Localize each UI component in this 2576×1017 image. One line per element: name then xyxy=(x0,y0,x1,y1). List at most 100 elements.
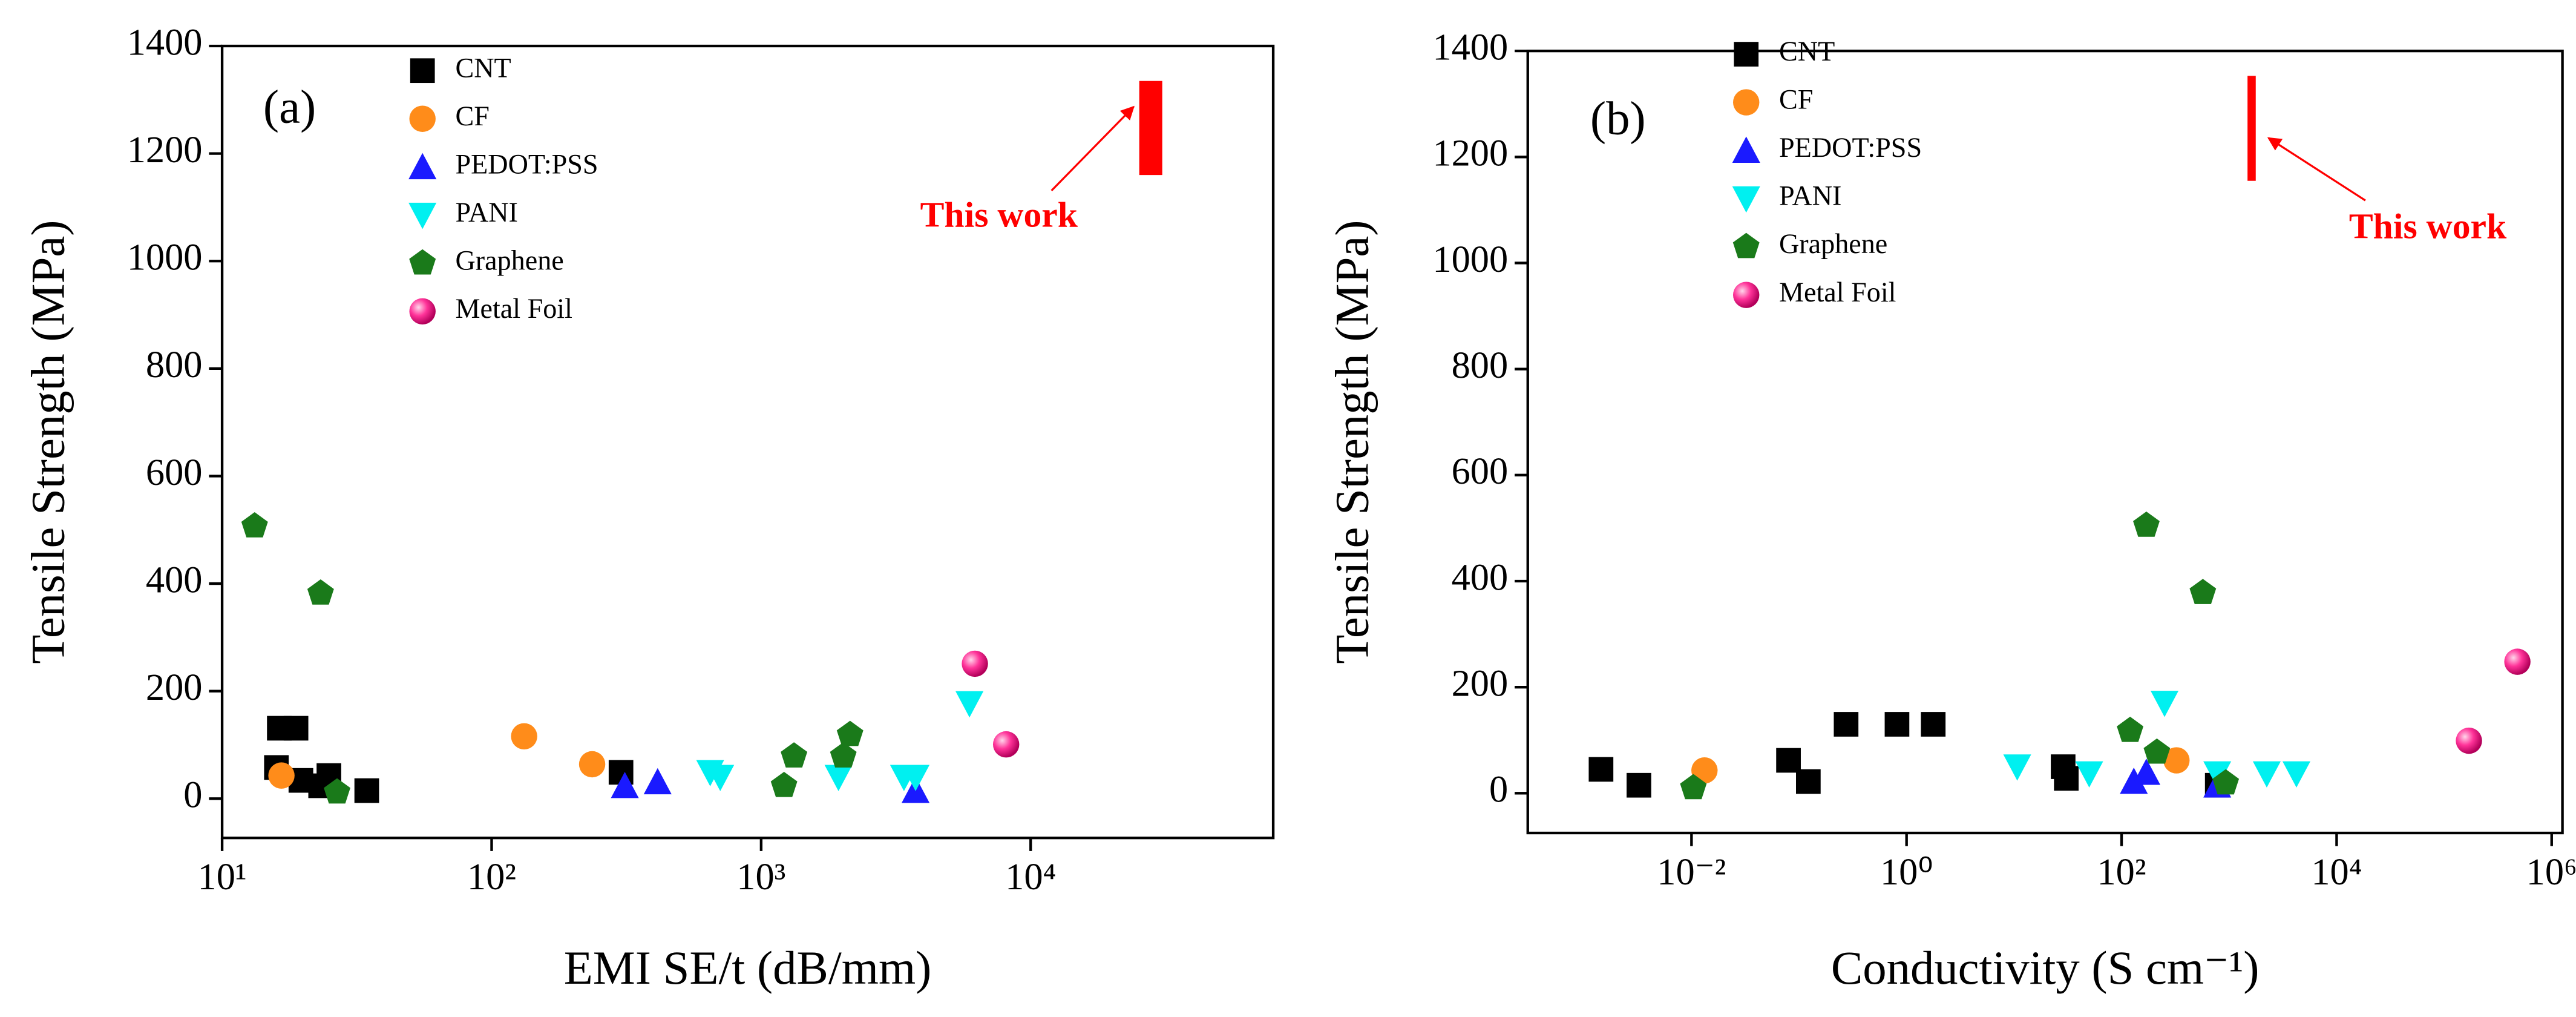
y-tick-label: 1000 xyxy=(127,236,203,278)
marker-square xyxy=(1627,772,1651,798)
marker-triangle-down xyxy=(2252,761,2281,788)
marker-pentagon xyxy=(770,771,798,797)
y-tick-label: 600 xyxy=(1452,450,1509,492)
legend-label: CNT xyxy=(1779,36,1835,67)
marker-sphere xyxy=(2456,727,2482,754)
legend-label: PANI xyxy=(455,197,517,228)
marker-triangle-down xyxy=(2075,761,2103,788)
this-work-bar xyxy=(1139,81,1162,176)
x-tick-label: 10⁴ xyxy=(2311,851,2362,893)
legend-label: Graphene xyxy=(455,245,563,275)
marker-triangle-down xyxy=(408,202,437,229)
y-tick-label: 400 xyxy=(1452,556,1509,598)
y-tick-label: 200 xyxy=(146,666,203,708)
marker-sphere xyxy=(1733,281,1760,308)
y-tick-label: 1400 xyxy=(1432,25,1508,68)
marker-triangle-down xyxy=(1732,186,1760,213)
x-axis-label: Conductivity (S cm⁻¹) xyxy=(1831,942,2260,995)
legend-label: CF xyxy=(1779,84,1813,115)
marker-triangle-down xyxy=(2003,754,2031,781)
x-tick-label: 10⁶ xyxy=(2526,851,2576,893)
y-tick-label: 800 xyxy=(146,343,203,386)
marker-square xyxy=(2054,766,2079,791)
legend-label: Metal Foil xyxy=(455,293,572,324)
marker-pentagon xyxy=(324,778,350,804)
marker-square xyxy=(1884,712,1910,737)
marker-pentagon xyxy=(2117,716,2144,742)
marker-triangle xyxy=(611,771,639,798)
marker-pentagon xyxy=(1732,232,1760,258)
marker-sphere xyxy=(2504,648,2531,675)
x-tick-label: 10³ xyxy=(736,855,785,898)
marker-circle xyxy=(409,105,436,132)
marker-triangle xyxy=(1732,136,1760,163)
marker-square xyxy=(1588,757,1614,782)
marker-triangle-down xyxy=(901,765,930,791)
annotation-text: This work xyxy=(2349,206,2507,246)
legend-label: Metal Foil xyxy=(1779,277,1896,308)
marker-square xyxy=(354,778,379,803)
legend-label: Graphene xyxy=(1779,228,1887,259)
marker-pentagon xyxy=(2133,511,2160,537)
plot-frame xyxy=(220,44,1275,840)
legend-label: PEDOT:PSS xyxy=(455,148,598,179)
panel-label: (b) xyxy=(1590,93,1646,145)
marker-pentagon xyxy=(2189,579,2217,604)
marker-circle xyxy=(2163,747,2190,774)
marker-pentagon xyxy=(307,579,334,605)
marker-pentagon xyxy=(830,742,857,768)
marker-square xyxy=(410,58,435,84)
marker-triangle-down xyxy=(2282,761,2311,788)
marker-triangle xyxy=(643,768,672,795)
annotation-text: This work xyxy=(920,195,1078,235)
y-axis-label: Tensile Strength (MPa) xyxy=(1326,220,1379,663)
marker-pentagon xyxy=(2212,769,2240,795)
marker-triangle xyxy=(2132,759,2161,785)
marker-square xyxy=(1734,42,1759,67)
y-tick-label: 1000 xyxy=(1432,238,1508,280)
marker-circle xyxy=(578,751,606,778)
marker-pentagon xyxy=(2143,738,2171,764)
marker-triangle-down xyxy=(2150,691,2179,717)
marker-circle xyxy=(1733,89,1760,116)
x-tick-label: 10⁴ xyxy=(1005,855,1056,898)
legend-label: CNT xyxy=(455,52,511,83)
x-tick-label: 10² xyxy=(467,855,516,898)
marker-pentagon xyxy=(1680,774,1707,800)
marker-triangle-down xyxy=(706,765,735,791)
y-axis-label: Tensile Strength (MPa) xyxy=(22,220,75,663)
marker-square xyxy=(1796,769,1821,794)
marker-pentagon xyxy=(409,249,436,275)
marker-triangle-down xyxy=(2203,761,2232,788)
y-tick-label: 400 xyxy=(146,558,203,601)
marker-sphere xyxy=(962,650,988,677)
marker-pentagon xyxy=(241,512,268,538)
y-tick-label: 600 xyxy=(146,451,203,493)
x-tick-label: 10⁰ xyxy=(1880,851,1933,893)
marker-circle xyxy=(268,762,295,789)
x-tick-label: 10¹ xyxy=(198,855,247,898)
this-work-bar xyxy=(2247,76,2256,181)
legend-label: CF xyxy=(455,100,489,131)
marker-square xyxy=(283,716,309,741)
x-tick-label: 10⁻² xyxy=(1657,851,1726,893)
annotation-arrow xyxy=(2267,137,2366,202)
marker-square xyxy=(1834,712,1859,737)
y-tick-label: 1200 xyxy=(1432,132,1508,174)
y-tick-label: 1200 xyxy=(127,128,203,171)
marker-circle xyxy=(511,723,537,750)
legend-label: PEDOT:PSS xyxy=(1779,132,1922,163)
marker-pentagon xyxy=(836,720,864,746)
marker-square xyxy=(1776,748,1801,773)
marker-circle xyxy=(1691,757,1718,784)
marker-triangle-down xyxy=(955,691,984,718)
marker-square xyxy=(1921,712,1946,737)
marker-pentagon xyxy=(781,742,808,768)
y-tick-label: 200 xyxy=(1452,662,1509,704)
marker-sphere xyxy=(409,298,436,325)
y-tick-label: 0 xyxy=(1489,768,1508,811)
y-tick-label: 0 xyxy=(183,774,202,816)
x-tick-label: 10² xyxy=(2097,851,2146,893)
